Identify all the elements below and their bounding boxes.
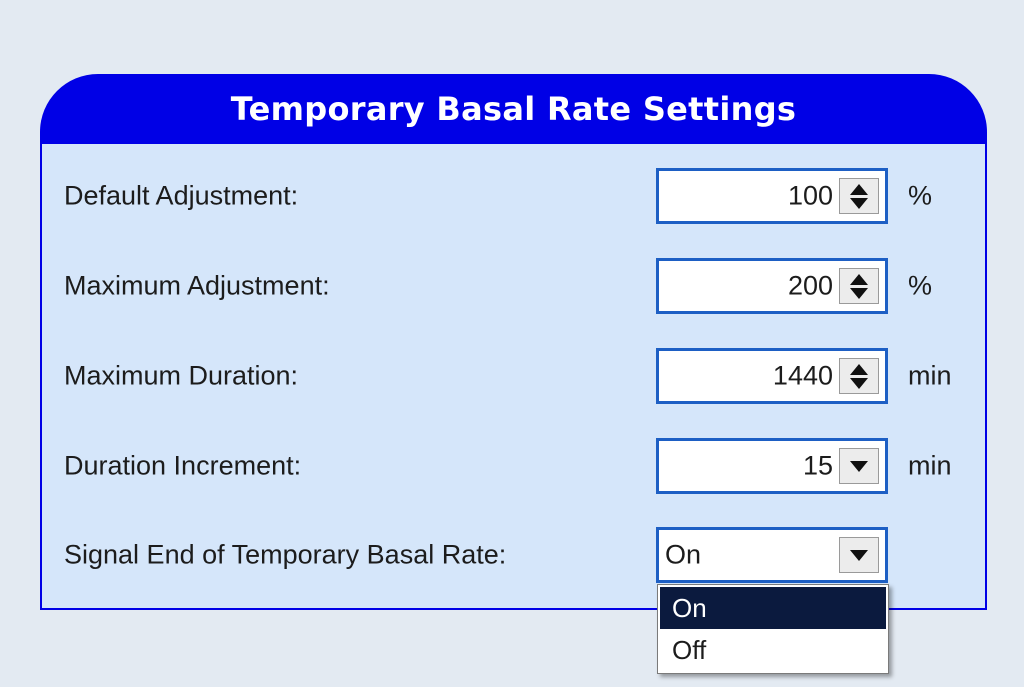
- panel-title: Temporary Basal Rate Settings: [230, 90, 797, 128]
- maximum-duration-unit: min: [908, 360, 952, 391]
- signal-end-select[interactable]: On: [656, 527, 888, 583]
- maximum-duration-spinner[interactable]: 1440: [656, 348, 888, 404]
- signal-end-label: Signal End of Temporary Basal Rate:: [64, 539, 507, 570]
- maximum-duration-label: Maximum Duration:: [64, 360, 299, 391]
- chevron-down-icon[interactable]: [839, 448, 879, 484]
- default-adjustment-unit: %: [908, 180, 933, 211]
- panel-body: Default Adjustment: 100 % Maximum Adjust…: [40, 144, 987, 610]
- setting-row-default-adjustment: Default Adjustment: 100 %: [42, 168, 989, 224]
- dropdown-option-off[interactable]: Off: [672, 635, 707, 665]
- maximum-adjustment-unit: %: [908, 270, 933, 301]
- duration-increment-label: Duration Increment:: [64, 450, 302, 481]
- maximum-adjustment-label: Maximum Adjustment:: [64, 270, 330, 301]
- duration-increment-select[interactable]: 15: [656, 438, 888, 494]
- signal-end-value[interactable]: On: [665, 539, 702, 570]
- spinner-arrows-icon[interactable]: [839, 178, 879, 214]
- spinner-arrows-icon[interactable]: [839, 358, 879, 394]
- setting-row-signal-end: Signal End of Temporary Basal Rate: On: [42, 527, 989, 583]
- spinner-arrows-icon[interactable]: [839, 268, 879, 304]
- default-adjustment-value[interactable]: 100: [787, 180, 833, 211]
- settings-panel: Temporary Basal Rate Settings Default Ad…: [40, 74, 987, 610]
- arrow-down-icon[interactable]: [850, 197, 868, 209]
- arrow-up-icon[interactable]: [850, 183, 868, 195]
- default-adjustment-spinner[interactable]: 100: [656, 168, 888, 224]
- maximum-adjustment-value[interactable]: 200: [787, 270, 833, 301]
- arrow-down-icon[interactable]: [850, 460, 868, 472]
- arrow-up-icon[interactable]: [850, 363, 868, 375]
- dropdown-option-on[interactable]: On: [660, 587, 886, 629]
- arrow-up-icon[interactable]: [850, 273, 868, 285]
- signal-end-dropdown-list: On Off: [657, 584, 889, 674]
- setting-row-maximum-duration: Maximum Duration: 1440 min: [42, 348, 989, 404]
- default-adjustment-label: Default Adjustment:: [64, 180, 299, 211]
- setting-row-duration-increment: Duration Increment: 15 min: [42, 438, 989, 494]
- setting-row-maximum-adjustment: Maximum Adjustment: 200 %: [42, 258, 989, 314]
- chevron-down-icon[interactable]: [839, 537, 879, 573]
- duration-increment-value[interactable]: 15: [802, 450, 833, 481]
- maximum-adjustment-spinner[interactable]: 200: [656, 258, 888, 314]
- duration-increment-unit: min: [908, 450, 952, 481]
- arrow-down-icon[interactable]: [850, 377, 868, 389]
- arrow-down-icon[interactable]: [850, 549, 868, 561]
- panel-header: Temporary Basal Rate Settings: [40, 74, 987, 144]
- arrow-down-icon[interactable]: [850, 287, 868, 299]
- maximum-duration-value[interactable]: 1440: [772, 360, 833, 391]
